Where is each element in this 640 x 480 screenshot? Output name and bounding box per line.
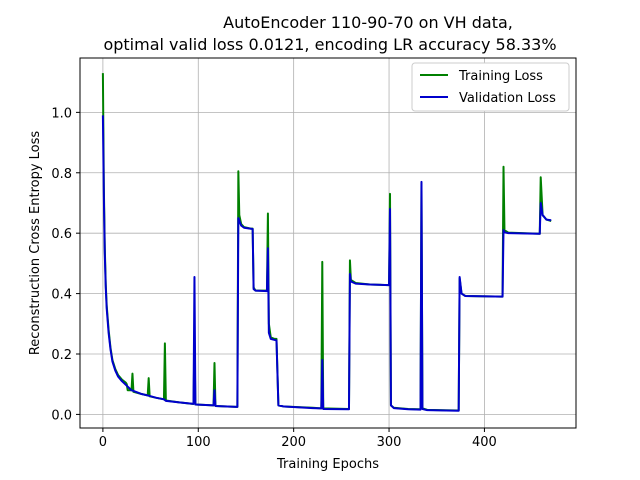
plot-frame (79, 57, 577, 429)
y-axis-label: Reconstruction Cross Entropy Loss (28, 131, 43, 356)
y-tick-label: 0.4 (51, 288, 72, 303)
x-axis-label: Training Epochs (276, 457, 379, 472)
chart-title: AutoEncoder 110-90-70 on VH data, (223, 13, 513, 32)
legend: Training Loss Validation Loss (411, 62, 570, 112)
plot-area: 0 100 200 300 400 0.0 0.2 0.4 0.6 0.8 1.0 (51, 57, 577, 450)
plot-background (80, 58, 576, 428)
y-tick-label: 0.6 (51, 227, 72, 242)
y-axis-ticks: 0.0 0.2 0.4 0.6 0.8 1.0 (51, 106, 80, 423)
x-tick-label: 300 (377, 435, 402, 450)
series-line-validation-loss (101, 115, 552, 412)
x-tick-label: 200 (281, 435, 306, 450)
legend-label-training-loss: Training Loss (458, 69, 543, 84)
y-tick-label: 0.0 (51, 408, 72, 423)
y-tick-label: 0.2 (51, 348, 72, 363)
x-tick-label: 100 (186, 435, 211, 450)
series-layer (101, 73, 552, 412)
legend-box (411, 62, 570, 112)
grid-lines (80, 58, 576, 428)
x-axis-ticks: 0 100 200 300 400 (99, 428, 497, 450)
y-tick-label: 1.0 (51, 106, 72, 121)
chart-subtitle: optimal valid loss 0.0121, encoding LR a… (103, 35, 556, 54)
y-tick-label: 0.8 (51, 167, 72, 182)
x-tick-label: 0 (99, 435, 107, 450)
legend-label-validation-loss: Validation Loss (459, 91, 556, 106)
x-tick-label: 400 (472, 435, 497, 450)
